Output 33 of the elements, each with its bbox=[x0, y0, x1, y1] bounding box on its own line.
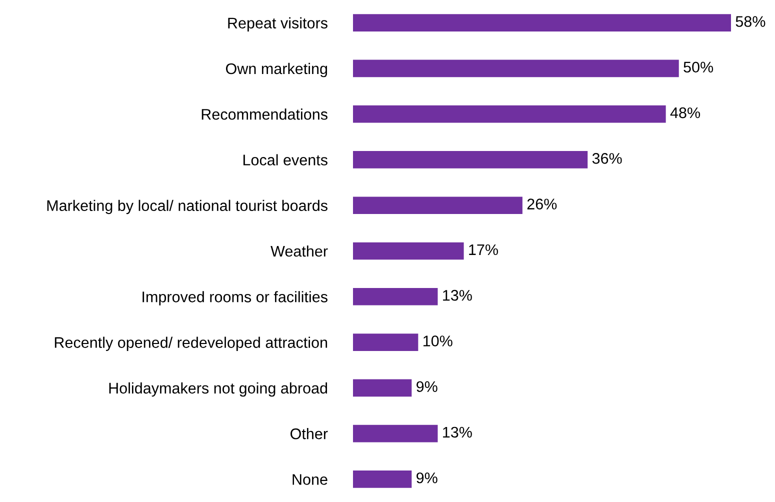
bar bbox=[353, 379, 412, 397]
y-tick-label: Marketing by local/ national tourist boards bbox=[47, 200, 328, 214]
y-tick-label: Weather bbox=[270, 245, 328, 257]
data-label: 58% bbox=[736, 16, 766, 27]
data-label: 36% bbox=[592, 153, 622, 164]
bar bbox=[353, 151, 588, 168]
data-label: 17% bbox=[469, 244, 498, 256]
y-tick-label: Other bbox=[290, 428, 328, 440]
y-tick-label: None bbox=[292, 474, 328, 485]
data-label: 26% bbox=[527, 198, 557, 210]
data-label: 50% bbox=[684, 62, 714, 73]
data-label: 13% bbox=[443, 290, 472, 301]
bar bbox=[353, 424, 438, 442]
bar bbox=[353, 470, 412, 488]
y-tick-label: Recently opened/ redeveloped attraction bbox=[54, 336, 328, 351]
bar bbox=[353, 60, 679, 78]
data-label: 13% bbox=[443, 426, 472, 438]
data-label: 9% bbox=[416, 472, 438, 484]
y-tick-label: Recommendations bbox=[202, 108, 328, 120]
y-tick-label: Repeat visitors bbox=[228, 17, 328, 32]
y-tick-label: Holidaymakers not going abroad bbox=[109, 382, 328, 397]
y-tick-label: Improved rooms or facilities bbox=[142, 291, 328, 306]
data-label: 9% bbox=[416, 381, 438, 392]
bar bbox=[353, 334, 418, 351]
y-tick-label: Own marketing bbox=[226, 62, 328, 78]
bar bbox=[353, 242, 464, 260]
bar bbox=[353, 288, 438, 306]
bar bbox=[353, 196, 522, 214]
bar bbox=[353, 14, 731, 32]
data-label: 48% bbox=[670, 107, 700, 118]
bar bbox=[353, 105, 666, 123]
y-tick-label: Local events bbox=[243, 154, 328, 166]
data-label: 10% bbox=[424, 336, 452, 346]
